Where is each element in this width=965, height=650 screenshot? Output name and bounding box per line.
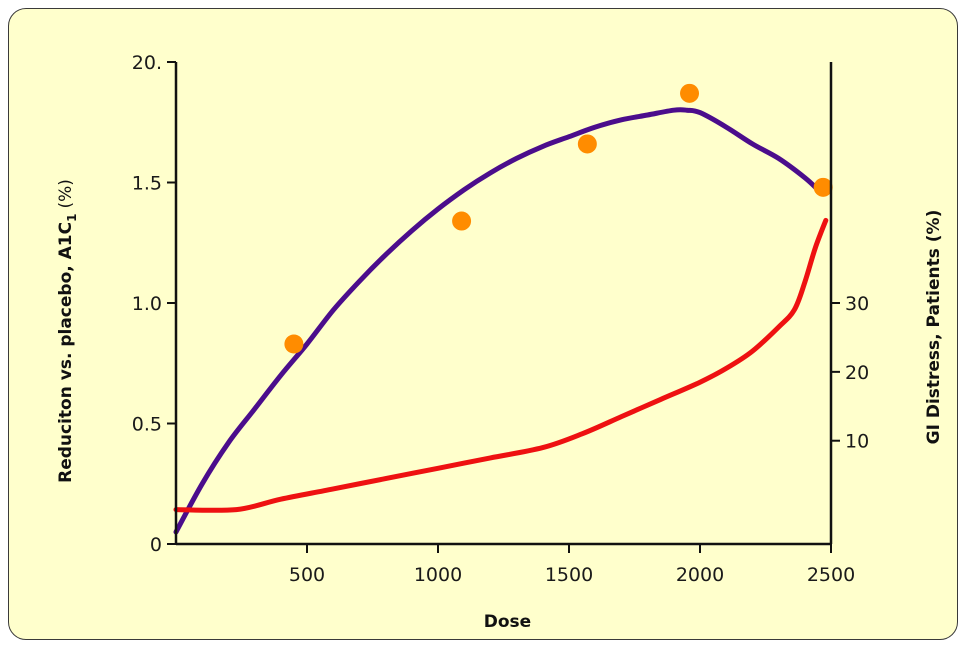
y-left-axis-title-subscript: 1 xyxy=(65,214,79,222)
y-right-tick-label: 10 xyxy=(845,431,869,453)
chart-panel: 500 1000 1500 2000 2500 0 0.5 1.0 1.5 20. 10 20 30 Do… xyxy=(8,8,958,640)
y-left-tick-label: 0.5 xyxy=(132,414,162,436)
dose-response-chart: 500 1000 1500 2000 2500 0 0.5 1.0 1.5 20. 10 20 30 Do… xyxy=(56,52,944,632)
y-left-tick-label: 1.0 xyxy=(132,293,162,315)
y-left-axis-title: Reduciton vs. placebo, A1C1 (%) xyxy=(56,179,79,483)
y-right-tick-label: 20 xyxy=(845,362,869,384)
a1c-reduction-line xyxy=(173,107,821,535)
y-left-axis-title-unit: (%) xyxy=(56,179,76,208)
y-left-tick-label: 20. xyxy=(132,52,162,74)
data-point xyxy=(452,211,472,231)
x-tick-label: 1000 xyxy=(414,564,462,586)
data-point xyxy=(577,134,597,154)
x-axis-title: Dose xyxy=(484,612,531,632)
x-tick-label: 2000 xyxy=(676,564,724,586)
x-tick-label: 2500 xyxy=(807,564,855,586)
y-left-axis-title-main: Reduciton vs. placebo, A1C xyxy=(56,222,76,483)
y-right-axis-title: GI Distress, Patients (%) xyxy=(924,210,944,445)
gi-distress-line xyxy=(173,217,829,513)
data-point xyxy=(680,83,700,103)
x-tick-label: 500 xyxy=(289,564,325,586)
data-point xyxy=(813,177,833,197)
y-left-tick-label: 0 xyxy=(150,534,162,556)
y-left-tick-label: 1.5 xyxy=(132,173,162,195)
data-point xyxy=(284,334,304,354)
x-tick-label: 1500 xyxy=(545,564,593,586)
y-right-tick-label: 30 xyxy=(845,293,869,315)
